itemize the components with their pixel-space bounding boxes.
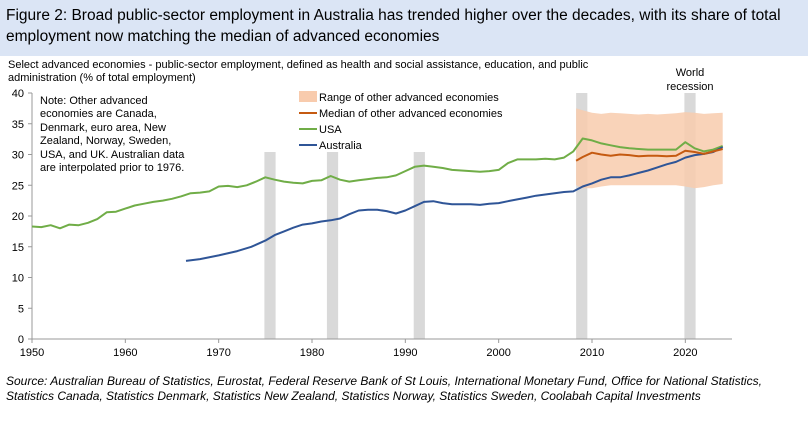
figure-title: Figure 2: Broad public-sector employment… xyxy=(0,0,808,56)
recession-bar-0 xyxy=(264,152,276,339)
chart-note: Note: Other advanced economies are Canad… xyxy=(40,95,185,175)
range-area xyxy=(576,108,723,189)
y-tick-label-0: 0 xyxy=(18,334,24,346)
y-tick-label-20: 20 xyxy=(12,211,24,223)
series-line-australia xyxy=(185,146,724,262)
chart-series xyxy=(31,137,724,262)
legend-swatch-range-of-other-advanced-economies xyxy=(299,91,317,102)
x-tick-label-1950: 1950 xyxy=(20,347,44,359)
y-tick-label-10: 10 xyxy=(12,273,24,285)
range-band xyxy=(576,108,723,189)
y-tick-label-15: 15 xyxy=(12,242,24,254)
y-tick-label-25: 25 xyxy=(12,180,24,192)
x-tick-label-1970: 1970 xyxy=(206,347,230,359)
chart-legend: Range of other advanced economies Median … xyxy=(299,91,503,152)
x-tick-label-1980: 1980 xyxy=(300,347,324,359)
recession-bar-1 xyxy=(326,152,339,339)
series-line-usa xyxy=(31,137,724,230)
chart-subtitle: Select advanced economies - public-secto… xyxy=(8,59,589,84)
recession-label: World recession xyxy=(666,67,713,93)
recession-bar-4 xyxy=(684,93,696,339)
recession-bars xyxy=(264,93,696,339)
recession-bar-3 xyxy=(576,93,588,339)
x-tick-label-2020: 2020 xyxy=(673,347,697,359)
legend-label-range-of-other-advanced-economies: Range of other advanced economies xyxy=(319,92,499,104)
chart-axes: 0 5 10 15 20 25 30 35 40 1950 1960 1970 1980 1990 2000… xyxy=(12,88,732,359)
recession-bar-2 xyxy=(413,152,425,339)
x-tick-label-2010: 2010 xyxy=(580,347,604,359)
legend-label-australia: Australia xyxy=(319,140,363,152)
y-tick-label-40: 40 xyxy=(12,88,24,100)
x-tick-label-1990: 1990 xyxy=(393,347,417,359)
y-tick-label-5: 5 xyxy=(18,303,24,315)
series-line-median-of-other-advanced-economies xyxy=(575,148,723,162)
legend-label-median-of-other-advanced-economies: Median of other advanced economies xyxy=(319,108,503,120)
y-tick-label-35: 35 xyxy=(12,119,24,131)
legend-label-usa: USA xyxy=(319,124,342,136)
y-tick-label-30: 30 xyxy=(12,150,24,162)
source-text: Source: Australian Bureau of Statistics,… xyxy=(6,374,762,403)
x-tick-label-2000: 2000 xyxy=(486,347,510,359)
x-tick-label-1960: 1960 xyxy=(113,347,137,359)
